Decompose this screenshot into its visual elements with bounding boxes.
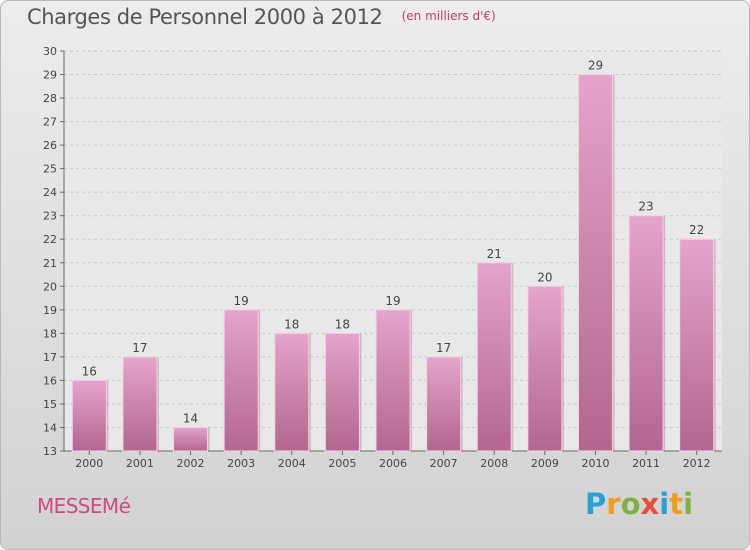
bar-2004 xyxy=(274,332,310,452)
x-tick-label: 2000 xyxy=(75,457,103,470)
data-label: 16 xyxy=(82,364,97,378)
bar-2002 xyxy=(173,426,209,452)
x-tick-label: 2012 xyxy=(683,457,711,470)
data-label: 18 xyxy=(284,317,299,331)
bar-2000 xyxy=(71,379,107,452)
x-tick-label: 2011 xyxy=(632,457,660,470)
data-label: 22 xyxy=(689,223,704,237)
bar-2009 xyxy=(527,285,563,452)
data-label: 29 xyxy=(588,59,603,73)
y-tick-label: 22 xyxy=(43,233,57,246)
y-tick-label: 21 xyxy=(43,257,57,270)
data-label: 20 xyxy=(537,270,552,284)
data-label: 14 xyxy=(183,411,198,425)
bar-2011 xyxy=(628,215,664,452)
x-tick-label: 2005 xyxy=(328,457,356,470)
x-tick-label: 2002 xyxy=(177,457,205,470)
data-label: 17 xyxy=(436,341,451,355)
chart-title: Charges de Personnel 2000 à 2012 xyxy=(27,5,383,29)
data-label: 23 xyxy=(638,200,653,214)
data-label: 18 xyxy=(335,317,350,331)
y-tick-label: 27 xyxy=(43,116,57,129)
y-tick-label: 24 xyxy=(43,186,57,199)
bar-2001 xyxy=(122,356,158,452)
x-tick-label: 2009 xyxy=(531,457,559,470)
bar-2003 xyxy=(223,309,259,452)
y-tick-label: 28 xyxy=(43,92,57,105)
x-tick-label: 2008 xyxy=(480,457,508,470)
y-tick-label: 13 xyxy=(43,445,57,458)
y-tick-label: 14 xyxy=(43,421,57,434)
title-row: Charges de Personnel 2000 à 2012 (en mil… xyxy=(27,5,496,29)
y-tick-label: 20 xyxy=(43,280,57,293)
data-label: 17 xyxy=(132,341,147,355)
data-label: 19 xyxy=(385,294,400,308)
x-tick-label: 2003 xyxy=(227,457,255,470)
y-tick-label: 18 xyxy=(43,327,57,340)
y-tick-label: 17 xyxy=(43,351,57,364)
proxiti-logo: Proxiti xyxy=(585,487,694,521)
x-tick-label: 2010 xyxy=(581,457,609,470)
y-tick-label: 29 xyxy=(43,69,57,82)
y-tick-label: 15 xyxy=(43,398,57,411)
bar-2007 xyxy=(426,356,462,452)
x-tick-label: 2007 xyxy=(430,457,458,470)
y-tick-label: 25 xyxy=(43,163,57,176)
y-tick-label: 26 xyxy=(43,139,57,152)
data-label: 19 xyxy=(234,294,249,308)
bar-2008 xyxy=(476,262,512,452)
x-tick-label: 2001 xyxy=(126,457,154,470)
bar-2010 xyxy=(577,74,613,452)
y-tick-label: 23 xyxy=(43,210,57,223)
y-tick-label: 16 xyxy=(43,374,57,387)
bar-2006 xyxy=(375,309,411,452)
x-tick-label: 2006 xyxy=(379,457,407,470)
x-tick-label: 2004 xyxy=(278,457,306,470)
town-name: MESSEMé xyxy=(37,494,131,518)
data-label: 21 xyxy=(487,247,502,261)
chart-subtitle: (en milliers d'€) xyxy=(401,9,496,23)
bar-2005 xyxy=(324,332,360,452)
bar-2012 xyxy=(679,238,715,452)
y-tick-label: 19 xyxy=(43,304,57,317)
y-tick-label: 30 xyxy=(43,45,57,58)
